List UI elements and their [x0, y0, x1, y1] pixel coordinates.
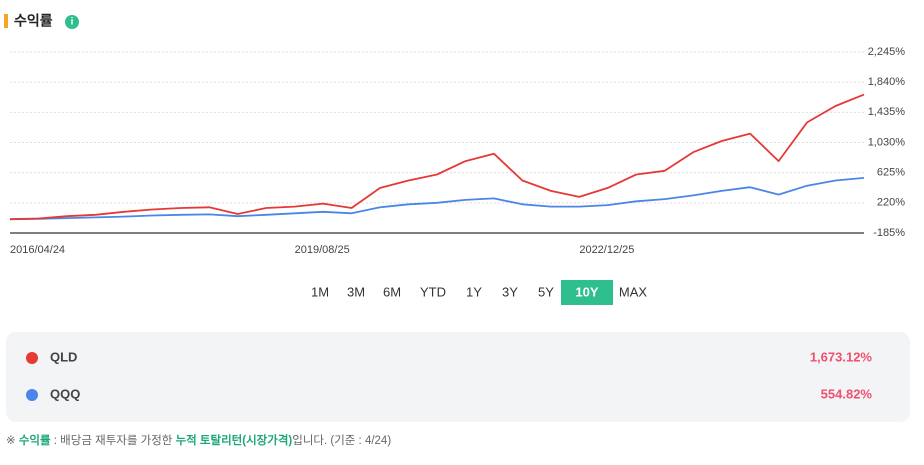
period-button[interactable]: 3Y: [502, 284, 518, 299]
period-button[interactable]: 3M: [347, 284, 365, 299]
info-icon-text: i: [71, 17, 74, 28]
period-button[interactable]: 5Y: [538, 284, 554, 299]
series-line: [9, 93, 865, 221]
period-button[interactable]: 1Y: [466, 284, 482, 299]
period-button[interactable]: 1M: [311, 284, 329, 299]
plot: -185% 220% 625% 1,030% 1,435% 1,840% 2,245% 201…: [9, 46, 906, 256]
footnote-part: ※: [6, 435, 19, 447]
period-button[interactable]: MAX: [619, 284, 648, 299]
period-button[interactable]: YTD: [420, 284, 446, 299]
x-tick-label: 2019/08/25: [295, 244, 350, 256]
legend-box: [6, 332, 910, 422]
period-selected: [561, 280, 613, 305]
footnote-part: 수익률: [19, 434, 51, 447]
x-tick-label: 2022/12/25: [579, 244, 634, 256]
y-tick-label: 220%: [877, 197, 905, 209]
return-value: 554.82%: [821, 386, 873, 401]
footnote-part: 입니다. (기준 : 4/24): [292, 434, 391, 447]
y-tick-label: 625%: [877, 167, 905, 179]
footnote-part: 누적 토탈리턴(시장가격): [176, 433, 293, 447]
y-tick-label: 2,245%: [868, 46, 906, 58]
footnote: ※ 수익률 : 배당금 재투자를 가정한 누적 토탈리턴(시장가격)입니다. (…: [6, 433, 391, 447]
y-tick-label: 1,840%: [868, 76, 906, 88]
return-value: 1,673.12%: [810, 349, 873, 364]
x-tick-label: 2016/04/24: [10, 244, 65, 256]
y-tick-label: -185%: [873, 227, 905, 239]
title-bar: [4, 14, 8, 28]
legend-name: QQQ: [50, 386, 80, 401]
period-button[interactable]: 10Y: [575, 284, 598, 299]
legend-dot: [26, 389, 38, 401]
footnote-part: : 배당금 재투자를 가정한: [51, 434, 176, 447]
y-tick-label: 1,030%: [868, 136, 906, 148]
legend: QLD 1,673.12% QQQ 554.82%: [26, 349, 872, 401]
series-line: [9, 177, 865, 221]
legend-dot: [26, 352, 38, 364]
title: 수익률: [14, 13, 53, 29]
legend-name: QLD: [50, 349, 77, 364]
info-icon[interactable]: [65, 15, 79, 29]
period-button[interactable]: 6M: [383, 284, 401, 299]
y-tick-label: 1,435%: [868, 106, 906, 118]
period-buttons: 1M 3M 6M YTD 1Y 3Y 5Y 10Y MAX: [311, 280, 647, 305]
